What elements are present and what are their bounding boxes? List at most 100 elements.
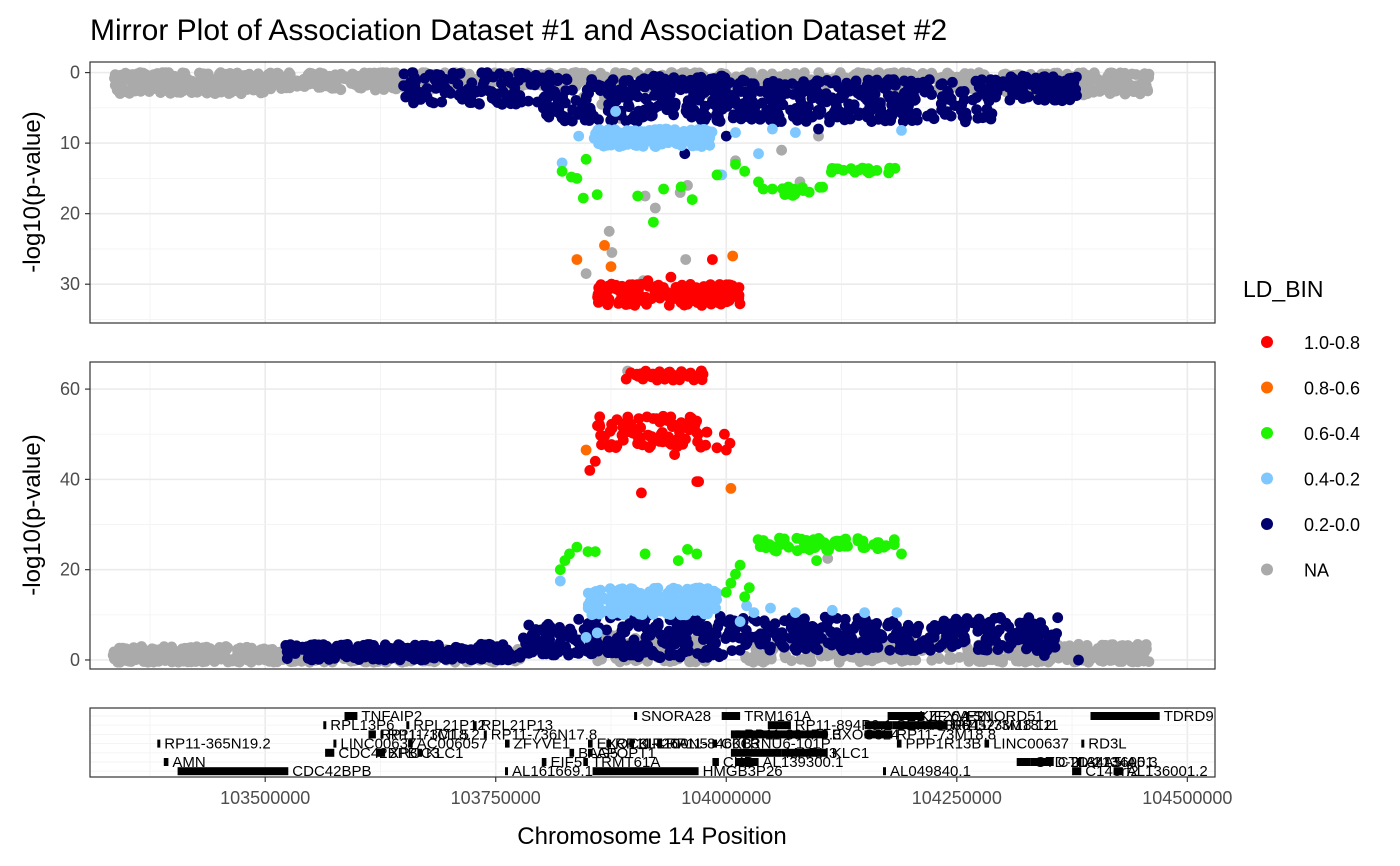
- data-point: [452, 78, 464, 90]
- data-point: [372, 81, 383, 93]
- data-point: [384, 649, 396, 661]
- gene-body: [781, 748, 828, 757]
- y-tick-label: 0: [70, 63, 80, 83]
- data-point: [679, 589, 691, 601]
- gene-label: AMN: [172, 754, 205, 771]
- data-point: [661, 104, 673, 116]
- gene-label: KLC1: [426, 745, 464, 762]
- data-point: [824, 116, 835, 128]
- data-point: [1105, 68, 1117, 80]
- data-point: [338, 647, 349, 658]
- data-point: [431, 69, 443, 80]
- data-point: [152, 68, 163, 79]
- data-point: [194, 67, 205, 79]
- data-point: [735, 86, 747, 97]
- gene-body: [919, 721, 948, 730]
- data-point: [691, 81, 702, 92]
- data-point: [543, 80, 554, 92]
- data-point: [393, 641, 404, 653]
- data-point: [144, 82, 156, 94]
- legend-label: 0.8-0.6: [1304, 379, 1360, 399]
- data-point: [246, 642, 258, 654]
- data-point: [436, 96, 448, 108]
- data-point: [886, 110, 898, 122]
- gene-body: [735, 730, 828, 739]
- data-point: [1138, 654, 1150, 666]
- data-point: [795, 93, 806, 105]
- data-point: [494, 68, 506, 80]
- data-point: [875, 79, 887, 91]
- data-point: [646, 110, 658, 121]
- data-point: [803, 656, 815, 667]
- data-point: [765, 621, 777, 633]
- data-point: [601, 287, 612, 299]
- data-point: [937, 92, 948, 103]
- data-point: [727, 631, 739, 643]
- data-point: [718, 288, 729, 300]
- data-point: [730, 127, 741, 138]
- data-point: [1112, 76, 1124, 88]
- data-point: [973, 81, 985, 93]
- data-point: [416, 641, 427, 652]
- data-point: [831, 627, 842, 639]
- data-point: [580, 268, 592, 279]
- data-point: [252, 70, 264, 82]
- data-point: [541, 620, 552, 632]
- data-point: [172, 84, 184, 95]
- data-point: [695, 441, 707, 453]
- gene-body: [408, 739, 413, 748]
- data-point: [454, 68, 466, 79]
- data-point: [767, 123, 778, 135]
- data-point: [859, 607, 870, 618]
- gene-label: C14orf2: [1085, 763, 1138, 780]
- data-point: [1141, 84, 1153, 95]
- data-point: [699, 586, 710, 598]
- data-point: [672, 555, 684, 566]
- data-point: [903, 626, 915, 638]
- gene-label: SNORA28: [641, 708, 711, 725]
- data-point: [714, 611, 726, 622]
- data-point: [620, 115, 632, 127]
- data-point: [134, 67, 146, 79]
- data-point: [554, 564, 566, 576]
- gene-body: [1016, 758, 1031, 766]
- data-point: [743, 94, 754, 105]
- data-point: [696, 373, 707, 384]
- gene-body: [588, 748, 593, 757]
- gene-body: [417, 748, 422, 757]
- data-point: [582, 599, 594, 611]
- data-point: [699, 608, 711, 620]
- data-point: [284, 82, 296, 94]
- data-point: [220, 641, 232, 652]
- data-point: [1039, 650, 1050, 661]
- data-point: [743, 582, 755, 594]
- data-point: [1139, 68, 1150, 80]
- data-point: [924, 632, 935, 643]
- data-point: [711, 442, 723, 454]
- legend-key: [1261, 336, 1273, 348]
- y-tick-label: 0: [70, 650, 80, 670]
- data-point: [669, 293, 680, 304]
- data-point: [530, 69, 542, 81]
- gene-label: PPP1R13B: [906, 736, 982, 753]
- gene-body: [657, 739, 662, 748]
- data-point: [505, 98, 517, 110]
- data-point: [774, 114, 786, 126]
- y-tick-label: 20: [60, 560, 80, 580]
- data-point: [854, 656, 866, 668]
- data-point: [303, 651, 314, 663]
- data-point: [693, 94, 705, 106]
- data-point: [775, 627, 786, 639]
- data-point: [778, 641, 790, 653]
- data-point: [891, 607, 903, 618]
- data-point: [730, 568, 741, 580]
- gene-label: RPL21P12: [413, 717, 486, 734]
- gene-body: [505, 767, 508, 776]
- data-point: [1020, 656, 1031, 667]
- data-point: [623, 101, 635, 113]
- gene-body: [634, 712, 638, 720]
- gene-label: TRM161A: [744, 708, 812, 725]
- data-point: [982, 88, 994, 100]
- data-point: [591, 189, 603, 201]
